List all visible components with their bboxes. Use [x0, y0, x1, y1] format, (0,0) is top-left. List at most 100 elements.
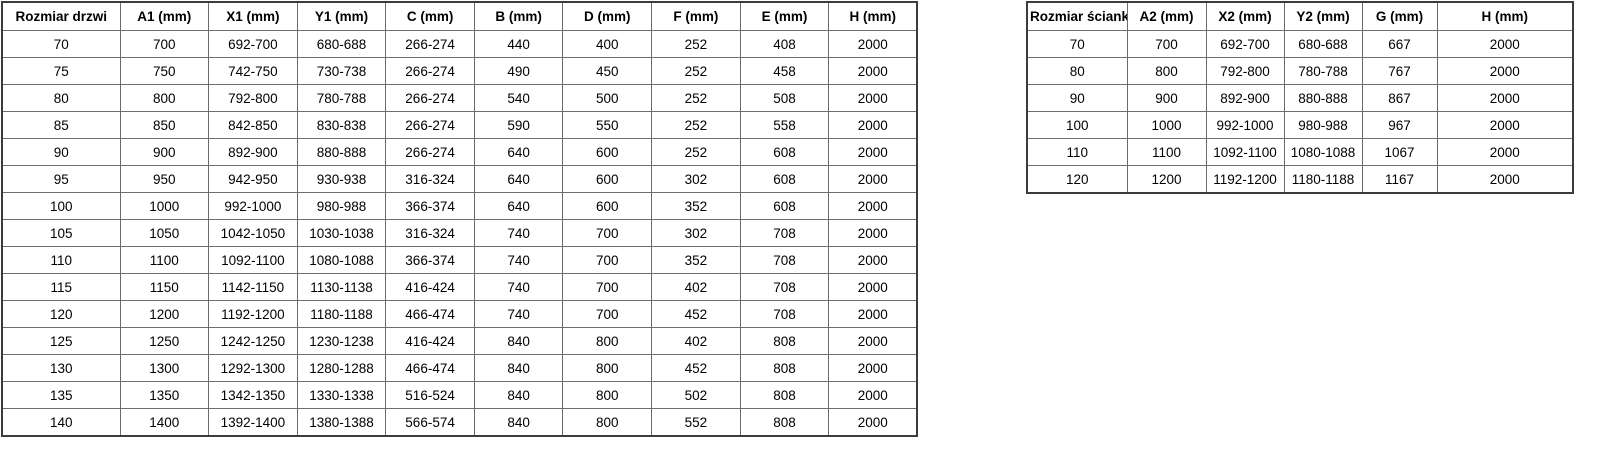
table-cell: 566-574 — [385, 408, 475, 437]
table-cell: 800 — [1126, 57, 1207, 85]
table-cell: 1342-1350 — [208, 381, 298, 409]
table-cell: 1200 — [1126, 165, 1207, 194]
table-cell: 1100 — [119, 246, 210, 274]
table-cell: 105 — [1, 219, 121, 247]
table-cell: 550 — [562, 111, 653, 139]
table-cell: 900 — [119, 138, 210, 166]
table-cell: 2000 — [828, 192, 918, 220]
table-cell: 640 — [473, 165, 564, 193]
table-cell: 2000 — [828, 246, 918, 274]
table-cell: 1380-1388 — [296, 408, 387, 437]
table-cell: 1350 — [119, 381, 210, 409]
table-cell: 950 — [119, 165, 210, 193]
table-cell: 2000 — [1436, 84, 1574, 112]
table-cell: 95 — [1, 165, 121, 193]
table-cell: 2000 — [828, 408, 918, 437]
table-cell: 352 — [651, 192, 741, 220]
table-cell: 100 — [1026, 111, 1128, 139]
table-cell: 1100 — [1126, 138, 1207, 166]
table-cell: 767 — [1361, 57, 1438, 85]
table-cell: 302 — [651, 165, 741, 193]
table-cell: 508 — [739, 84, 830, 112]
table-cell: 700 — [119, 30, 210, 58]
table-cell: 942-950 — [208, 165, 298, 193]
table-cell: 2000 — [1436, 165, 1574, 194]
table-cell: 692-700 — [1205, 30, 1285, 58]
table-cell: 1180-1188 — [1283, 165, 1363, 194]
table-cell: 680-688 — [296, 30, 387, 58]
table-cell: 980-988 — [1283, 111, 1363, 139]
table-cell: 1000 — [1126, 111, 1207, 139]
column-header: F (mm) — [651, 1, 741, 31]
table-cell: 740 — [473, 273, 564, 301]
table-cell: 70 — [1026, 30, 1128, 58]
table-cell: 120 — [1, 300, 121, 328]
table-row: 75 750 742-750 730-738 266-274 490 450 252 458 20… — [1, 57, 918, 85]
table-cell: 466-474 — [385, 354, 475, 382]
table-cell: 2000 — [1436, 30, 1574, 58]
column-header: X1 (mm) — [208, 1, 298, 31]
table-cell: 640 — [473, 192, 564, 220]
table-cell: 450 — [562, 57, 653, 85]
table-cell: 70 — [1, 30, 121, 58]
column-header: B (mm) — [473, 1, 564, 31]
table-cell: 640 — [473, 138, 564, 166]
table-cell: 967 — [1361, 111, 1438, 139]
table-cell: 75 — [1, 57, 121, 85]
table-cell: 1092-1100 — [1205, 138, 1285, 166]
table-cell: 708 — [739, 300, 830, 328]
table-row: 80 800 792-800 780-788 266-274 540 500 252 508 20… — [1, 84, 918, 112]
table-cell: 1067 — [1361, 138, 1438, 166]
table-cell: 750 — [119, 57, 210, 85]
table-cell: 302 — [651, 219, 741, 247]
table-cell: 800 — [562, 381, 653, 409]
table-cell: 590 — [473, 111, 564, 139]
table-cell: 2000 — [828, 354, 918, 382]
table-cell: 2000 — [828, 219, 918, 247]
table-cell: 850 — [119, 111, 210, 139]
table-cell: 980-988 — [296, 192, 387, 220]
table-cell: 440 — [473, 30, 564, 58]
table-cell: 840 — [473, 327, 564, 355]
table-cell: 742-750 — [208, 57, 298, 85]
table-cell: 1080-1088 — [1283, 138, 1363, 166]
table-cell: 408 — [739, 30, 830, 58]
wall-sizes-table: Rozmiar ścianki A2 (mm) X2 (mm) Y2 (mm) G (m… — [1026, 1, 1574, 194]
table-cell: 667 — [1361, 30, 1438, 58]
table-cell: 1292-1300 — [208, 354, 298, 382]
table-cell: 135 — [1, 381, 121, 409]
table-cell: 1042-1050 — [208, 219, 298, 247]
table-cell: 1167 — [1361, 165, 1438, 194]
table-cell: 740 — [473, 300, 564, 328]
table-cell: 892-900 — [208, 138, 298, 166]
table-row: 90 900 892-900 880-888 867 2000 — [1026, 84, 1574, 112]
table-cell: 840 — [473, 354, 564, 382]
column-header: Y1 (mm) — [296, 1, 387, 31]
table-cell: 115 — [1, 273, 121, 301]
table-cell: 2000 — [828, 381, 918, 409]
table-row: 100 1000 992-1000 980-988 366-374 640 600 352 60… — [1, 192, 918, 220]
table-cell: 880-888 — [1283, 84, 1363, 112]
table-cell: 700 — [1126, 30, 1207, 58]
table-cell: 740 — [473, 219, 564, 247]
table-cell: 416-424 — [385, 327, 475, 355]
table-cell: 140 — [1, 408, 121, 437]
table-cell: 552 — [651, 408, 741, 437]
column-header: D (mm) — [562, 1, 653, 31]
table-cell: 900 — [1126, 84, 1207, 112]
table-cell: 252 — [651, 138, 741, 166]
table-cell: 252 — [651, 30, 741, 58]
table-row: 140 1400 1392-1400 1380-1388 566-574 840 800 55… — [1, 408, 918, 437]
table-cell: 1080-1088 — [296, 246, 387, 274]
table-cell: 2000 — [828, 273, 918, 301]
table-cell: 708 — [739, 219, 830, 247]
table-cell: 1130-1138 — [296, 273, 387, 301]
table-cell: 80 — [1, 84, 121, 112]
table-cell: 608 — [739, 192, 830, 220]
table-cell: 992-1000 — [208, 192, 298, 220]
table-cell: 2000 — [828, 30, 918, 58]
table-cell: 266-274 — [385, 84, 475, 112]
table-cell: 120 — [1026, 165, 1128, 194]
table-cell: 2000 — [828, 111, 918, 139]
table-cell: 800 — [562, 354, 653, 382]
